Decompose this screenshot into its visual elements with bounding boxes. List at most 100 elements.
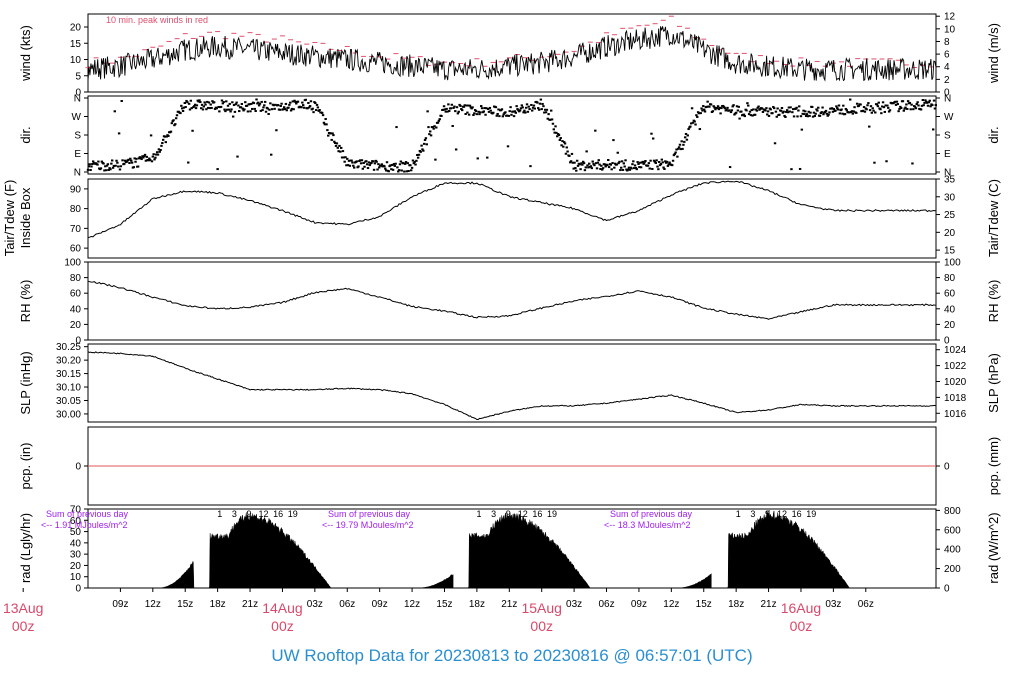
date-label: 13Aug <box>3 600 43 616</box>
rh-right-tick-label: 60 <box>944 289 956 300</box>
rad-hour-mark: 19 <box>288 509 298 519</box>
wind-ylabel-right: wind (m/s) <box>986 23 1001 84</box>
rad-note-line2: <-- 1.91 MJoules/m^2 <box>41 520 128 530</box>
rad-hour-mark: 9 <box>765 509 770 519</box>
rad-hour-mark: 16 <box>792 509 802 519</box>
rh-right-tick-label: 40 <box>944 304 956 315</box>
rad-left-tick-label: 50 <box>70 527 82 538</box>
x-tick-label: 03z <box>825 599 841 610</box>
rad-note-line1: Sum of previous day <box>610 509 693 519</box>
x-tick-label: 18z <box>469 599 485 610</box>
dir-tick-label-left: E <box>74 149 81 160</box>
rad-hour-mark: 16 <box>532 509 542 519</box>
rad-hour-mark: 3 <box>750 509 755 519</box>
rh-right-tick-label: 0 <box>944 336 950 347</box>
date-sub-label: 00z <box>271 618 294 634</box>
dir-ylabel-right: dir. <box>986 126 1001 143</box>
rad-hour-mark: 1 <box>217 509 222 519</box>
rad-note-line2: <-- 18.3 MJoules/m^2 <box>604 520 691 530</box>
pcp-tick-label-right: 0 <box>944 462 950 473</box>
rad-day-area <box>676 573 712 589</box>
x-tick-label: 03z <box>566 599 582 610</box>
x-tick-label: 12z <box>663 599 679 610</box>
date-label: 16Aug <box>781 600 821 616</box>
rad-day-area <box>467 511 591 589</box>
pcp-ylabel-left: pcp. (in) <box>18 443 33 490</box>
wind-speed-line <box>87 26 937 82</box>
wind-right-tick-label: 4 <box>944 62 950 73</box>
wind-left-tick-label: 5 <box>75 71 81 82</box>
wind-panel-frame <box>87 13 937 93</box>
x-tick-label: 18z <box>728 599 744 610</box>
date-sub-label: 00z <box>12 618 35 634</box>
rad-ylabel-right: rad (W/m^2) <box>986 512 1001 583</box>
wind-annotation: 10 min. peak winds in red <box>106 15 208 25</box>
x-tick-label: 03z <box>307 599 323 610</box>
date-sub-label: 00z <box>790 618 813 634</box>
rad-left-tick-label: 30 <box>70 550 82 561</box>
rad-hour-mark: 3 <box>491 509 496 519</box>
rad-hour-mark: 12 <box>518 509 528 519</box>
rh-right-tick-label: 20 <box>944 320 956 331</box>
rad-left-tick-label: 60 <box>70 516 82 527</box>
rad-day-area <box>158 560 195 589</box>
date-label: 14Aug <box>262 600 302 616</box>
dir-tick-label-left: N <box>74 94 81 105</box>
rad-hour-mark: 9 <box>246 509 251 519</box>
x-tick-label: 18z <box>210 599 226 610</box>
temp-right-tick-label: 20 <box>944 228 956 239</box>
temp-left-tick-label: 70 <box>70 224 82 235</box>
rad-hour-mark: 12 <box>259 509 269 519</box>
rh-left-tick-label: 100 <box>64 258 81 269</box>
dir-tick-label-right: N <box>944 94 951 105</box>
rad-right-tick-label: 0 <box>944 584 950 595</box>
x-tick-label: 09z <box>112 599 128 610</box>
pcp-ylabel-right: pcp. (mm) <box>986 437 1001 496</box>
slp-left-tick-label: 30.25 <box>56 342 81 353</box>
dir-tick-label-right: S <box>944 131 951 142</box>
rh-left-tick-label: 20 <box>70 320 82 331</box>
temp-right-tick-label: 30 <box>944 192 956 203</box>
rh-left-tick-label: 80 <box>70 273 82 284</box>
dir-tick-label-left: S <box>74 131 81 142</box>
rad-hour-mark: 19 <box>547 509 557 519</box>
x-tick-label: 12z <box>145 599 161 610</box>
rad-note-line1: Sum of previous day <box>46 509 129 519</box>
wind-right-tick-label: 6 <box>944 50 950 61</box>
rad-right-tick-label: 800 <box>944 506 961 517</box>
slp-right-tick-label: 1016 <box>944 409 967 420</box>
temp-panel-frame <box>87 178 937 259</box>
dir-tick-label-right: E <box>944 149 951 160</box>
rh-ylabel-right: RH (%) <box>986 280 1001 323</box>
date-label: 15Aug <box>521 600 561 616</box>
temp-ylabel-left2: Inside Box <box>18 187 33 248</box>
rad-left-tick-label: 70 <box>70 505 82 516</box>
rh-panel-frame <box>87 261 937 341</box>
dir-tick-label-left: N <box>74 168 81 179</box>
rad-hour-mark: 3 <box>232 509 237 519</box>
x-tick-label: 21z <box>242 599 258 610</box>
rad-right-tick-label: 600 <box>944 525 961 536</box>
rad-hour-mark: 1 <box>736 509 741 519</box>
slp-panel-frame <box>87 343 937 423</box>
dir-tick-label-left: W <box>72 112 82 123</box>
rad-ylabel-left: rad (Lgly/hr) <box>18 513 33 583</box>
temp-right-tick-label: 35 <box>944 175 956 186</box>
slp-right-tick-label: 1018 <box>944 393 967 404</box>
slp-right-tick-label: 1020 <box>944 377 967 388</box>
rad-left-tick-label: 40 <box>70 538 82 549</box>
temp-right-tick-label: 25 <box>944 210 956 221</box>
x-tick-label: 06z <box>339 599 355 610</box>
temp-line <box>87 180 936 239</box>
rh-left-tick-label: 40 <box>70 304 82 315</box>
slp-left-tick-label: 30.20 <box>56 356 81 367</box>
wind-left-tick-label: 0 <box>75 88 81 99</box>
x-tick-label: 12z <box>404 599 420 610</box>
temp-ylabel-right: Tair/Tdew (C) <box>986 179 1001 257</box>
wind-left-tick-label: 10 <box>70 55 82 66</box>
x-tick-label: 15z <box>436 599 452 610</box>
wind-left-tick-label: 15 <box>70 39 82 50</box>
x-tick-label: 21z <box>760 599 776 610</box>
slp-left-tick-label: 30.10 <box>56 383 81 394</box>
rh-line <box>87 280 936 320</box>
